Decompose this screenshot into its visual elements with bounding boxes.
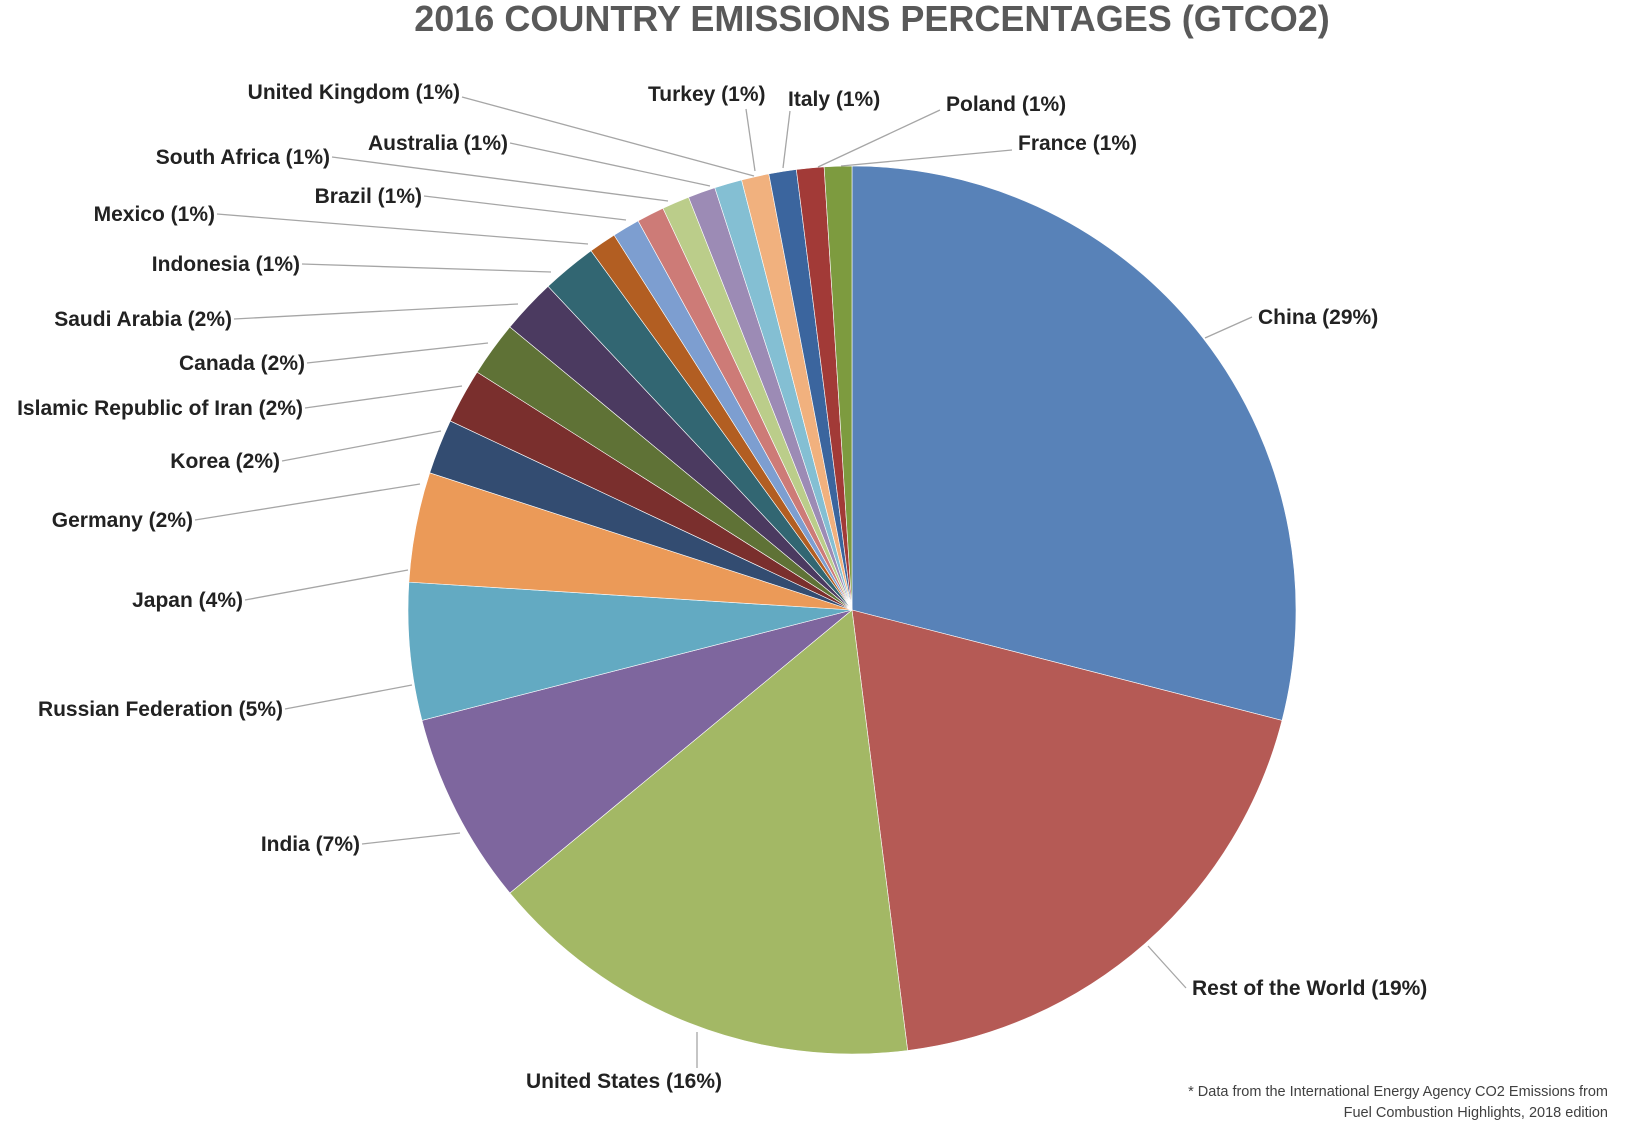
leader-line-japan	[244, 569, 409, 601]
slice-label-turkey: Turkey (1%)	[648, 83, 765, 106]
pie-slice-france	[823, 165, 853, 611]
slice-label-russian-federation: Russian Federation (5%)	[38, 698, 283, 721]
slice-label-united-states: United States (16%)	[526, 1070, 722, 1093]
pie-slices	[407, 165, 1297, 1055]
slice-labels: China (29%) Rest of the World (19%) United…	[17, 81, 1427, 1093]
leader-line-islamic-republic-of-iran	[304, 385, 463, 409]
slice-label-saudi-arabia: Saudi Arabia (2%)	[54, 308, 232, 331]
pie-slice-rest-of-the-world	[851, 609, 1283, 1051]
slice-label-italy: Italy (1%)	[788, 88, 880, 111]
chart-title: 2016 COUNTRY EMISSIONS PERCENTAGES (GTCO…	[414, 0, 1330, 39]
leader-line-germany	[194, 483, 421, 521]
slice-label-france: France (1%)	[1018, 132, 1137, 155]
leader-line-korea	[281, 430, 442, 462]
pie-slice-india	[421, 609, 853, 894]
slice-label-united-kingdom: United Kingdom (1%)	[248, 81, 460, 104]
leader-line-italy	[782, 110, 791, 169]
leader-line-rest-of-the-world	[1147, 945, 1187, 989]
slice-label-indonesia: Indonesia (1%)	[152, 253, 300, 276]
source-note: * Data from the International Energy Age…	[1088, 1082, 1608, 1124]
leader-line-saudi-arabia	[233, 303, 519, 320]
leader-line-united-kingdom	[461, 96, 755, 177]
leader-line-canada	[306, 342, 489, 364]
slice-label-china: China (29%)	[1258, 306, 1378, 329]
leader-line-brazil	[423, 195, 627, 221]
leader-line-mexico	[216, 213, 589, 245]
leader-line-south-africa	[331, 156, 669, 202]
slice-label-germany: Germany (2%)	[52, 509, 193, 532]
slice-label-south-africa: South Africa (1%)	[156, 146, 330, 169]
slice-label-australia: Australia (1%)	[368, 132, 508, 155]
slice-label-brazil: Brazil (1%)	[315, 185, 422, 208]
leader-line-indonesia	[301, 263, 552, 273]
slice-label-india: India (7%)	[261, 833, 360, 856]
leader-line-france	[840, 149, 1013, 167]
leader-line-turkey	[745, 108, 756, 172]
slice-label-rest-of-the-world: Rest of the World (19%)	[1192, 977, 1427, 1000]
leader-lines	[194, 96, 1253, 1068]
leader-line-australia	[509, 142, 711, 187]
leader-line-russian-federation	[284, 684, 413, 710]
slice-label-islamic-republic-of-iran: Islamic Republic of Iran (2%)	[17, 397, 303, 420]
slice-label-poland: Poland (1%)	[946, 93, 1066, 116]
slice-label-canada: Canada (2%)	[179, 352, 305, 375]
slice-label-mexico: Mexico (1%)	[94, 203, 215, 226]
pie-slice-united-states	[509, 609, 908, 1055]
leader-line-india	[361, 832, 461, 845]
pie-slice-china	[851, 165, 1297, 721]
source-note-line-1: * Data from the International Energy Age…	[1188, 1084, 1608, 1100]
source-note-line-2: Fuel Combustion Highlights, 2018 edition	[1343, 1105, 1608, 1121]
slice-label-korea: Korea (2%)	[170, 450, 280, 473]
leader-line-china	[1204, 316, 1253, 339]
leader-line-poland	[817, 109, 941, 168]
slice-label-japan: Japan (4%)	[132, 589, 243, 612]
